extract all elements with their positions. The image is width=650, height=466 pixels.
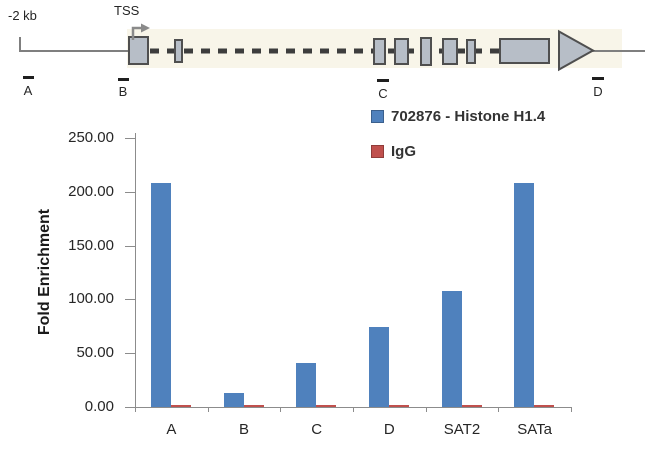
- legend-item-histone: 702876 - Histone H1.4: [371, 108, 545, 125]
- exon-box-2: [174, 39, 183, 63]
- y-axis-line: [135, 133, 136, 407]
- exon-box-1: [128, 36, 149, 65]
- bar-series0-B: [223, 393, 244, 407]
- scale-label: -2 kb: [8, 8, 37, 23]
- y-axis-tick-label: 50.00: [76, 344, 114, 362]
- legend-swatch-0: [371, 110, 384, 123]
- legend-item-igg: IgG: [371, 143, 416, 160]
- exon-box-8: [499, 38, 550, 64]
- x-axis-tick: [135, 407, 136, 412]
- bar-series1-D: [388, 405, 409, 407]
- y-axis-tick-label: 150.00: [68, 236, 114, 254]
- bar-series0-A: [150, 183, 171, 407]
- y-axis-tick: [125, 353, 135, 355]
- bar-series1-A: [170, 405, 191, 407]
- bar-series1-SAT2: [461, 405, 482, 407]
- y-axis-tick-label: 250.00: [68, 129, 114, 146]
- y-axis-tick: [125, 138, 135, 139]
- exon-box-5: [420, 37, 432, 66]
- gene-diagram: -2 kb TSS A B C D: [0, 0, 650, 105]
- y-axis-title: Fold Enrichment: [36, 208, 53, 336]
- legend-label-0: 702876 - Histone H1.4: [391, 108, 546, 125]
- gene-end-arrow: [558, 29, 596, 72]
- y-axis-tick-label: 0.00: [84, 398, 114, 415]
- x-category-label-A: A: [166, 421, 177, 438]
- marker-bar-b: [118, 78, 129, 81]
- gene-diagram-graphic: [19, 23, 645, 72]
- legend-label-1: IgG: [391, 143, 416, 160]
- x-axis-tick: [280, 407, 282, 412]
- bar-series1-C: [316, 405, 337, 407]
- x-axis-tick: [498, 407, 500, 412]
- x-axis-tick: [425, 407, 427, 412]
- bar-series1-B: [243, 405, 264, 407]
- x-category-label-SATa: SATa: [517, 421, 553, 438]
- exon-box-7: [466, 39, 476, 64]
- exon-boxes: [128, 29, 596, 72]
- y-axis-tick: [125, 407, 135, 408]
- bar-series0-SATa: [514, 183, 535, 407]
- marker-bar-d: [592, 77, 604, 80]
- bar-series0-C: [296, 363, 317, 407]
- y-axis-tick: [125, 191, 135, 193]
- y-axis-tick: [125, 299, 135, 301]
- y-axis-tick: [125, 245, 135, 247]
- exon-box-3: [373, 38, 386, 65]
- x-category-label-C: C: [311, 421, 323, 438]
- x-axis-tick: [353, 407, 354, 412]
- bar-series0-D: [368, 327, 389, 407]
- y-axis-tick-label: 200.00: [68, 182, 114, 200]
- exon-box-6: [442, 38, 458, 65]
- tss-arrow-icon: [131, 23, 150, 40]
- marker-bar-a: [23, 76, 34, 79]
- marker-label-d: D: [593, 84, 603, 99]
- marker-bar-c: [377, 79, 389, 82]
- marker-label-b: B: [118, 84, 128, 99]
- x-category-label-SAT2: SAT2: [443, 421, 481, 438]
- tss-label: TSS: [114, 3, 140, 18]
- bar-series1-SATa: [534, 405, 555, 407]
- x-axis-tick: [571, 407, 572, 412]
- x-axis-tick: [207, 407, 209, 412]
- marker-label-c: C: [378, 86, 388, 101]
- marker-label-a: A: [23, 83, 33, 98]
- legend-swatch-1: [371, 145, 384, 158]
- y-axis-tick-label: 100.00: [68, 290, 114, 308]
- x-category-label-D: D: [383, 421, 395, 438]
- exon-box-4: [394, 38, 409, 65]
- x-category-label-B: B: [238, 421, 249, 438]
- bar-series0-SAT2: [441, 291, 462, 407]
